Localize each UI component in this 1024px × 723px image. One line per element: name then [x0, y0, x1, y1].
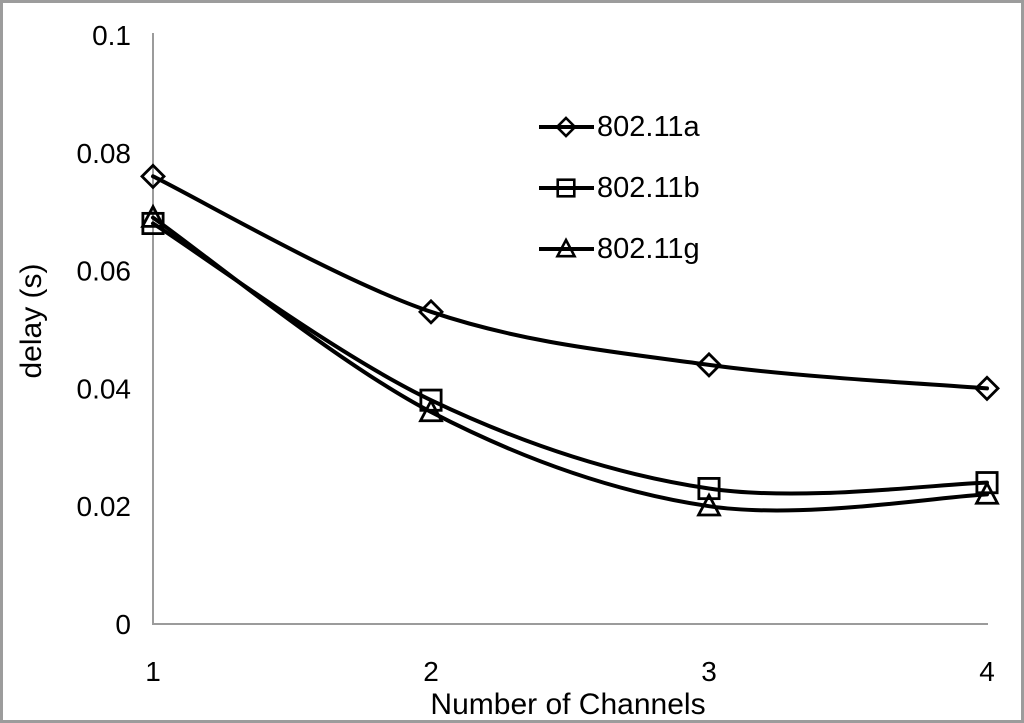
legend-label: 802.11b	[597, 171, 700, 204]
y-tick-label: 0.04	[77, 373, 132, 404]
x-tick-label: 3	[701, 656, 717, 687]
series-markers	[140, 163, 1000, 517]
legend-item-802-11a: 802.11a	[538, 109, 700, 145]
y-tick-label: 0.06	[77, 256, 132, 287]
x-axis-title: Number of Channels	[430, 688, 705, 721]
marker-triangle	[418, 397, 444, 423]
legend-item-802-11g: 802.11g	[538, 231, 700, 267]
legend-marker-square-icon	[539, 178, 594, 198]
x-tick-label: 1	[145, 656, 161, 687]
legend-marker-diamond-icon	[539, 116, 594, 138]
x-tick-label: 4	[979, 656, 995, 687]
x-tick-label: 2	[423, 656, 439, 687]
legend-marker-triangle-icon	[539, 237, 594, 258]
axes	[152, 33, 988, 625]
y-tick-label: 0.02	[77, 491, 132, 522]
marker-diamond	[140, 163, 166, 190]
y-tick-label: 0.1	[92, 20, 131, 51]
legend-label: 802.11g	[597, 232, 700, 265]
marker-diamond	[974, 375, 1000, 402]
marker-diamond	[696, 351, 722, 378]
marker-square	[975, 471, 999, 495]
series-line-802.11g	[151, 215, 989, 513]
series-lines	[151, 174, 989, 513]
legend-item-802-11b: 802.11b	[538, 170, 700, 206]
x-axis-tick-labels: 1 2 3 4	[145, 656, 995, 687]
legend: 802.11a 802.11b 802.11g	[538, 109, 700, 292]
marker-square	[419, 388, 443, 412]
y-axis-tick-labels: 0 0.02 0.04 0.06 0.08 0.1	[77, 20, 132, 640]
marker-triangle	[140, 203, 166, 228]
marker-triangle	[555, 237, 577, 258]
y-axis-title: delay (s)	[15, 263, 48, 378]
marker-square	[697, 477, 721, 501]
marker-square	[556, 178, 576, 198]
y-tick-label: 0	[115, 609, 131, 640]
series-line-802.11a	[151, 174, 989, 391]
y-tick-label: 0.08	[77, 138, 132, 169]
marker-diamond	[555, 116, 577, 138]
chart-canvas: 0 0.02 0.04 0.06 0.08 0.1 1 2 3 4 Number of Chan…	[15, 20, 1000, 721]
marker-diamond	[418, 298, 444, 325]
legend-label: 802.11a	[597, 110, 700, 143]
marker-triangle	[696, 492, 722, 517]
marker-triangle	[974, 480, 1000, 505]
